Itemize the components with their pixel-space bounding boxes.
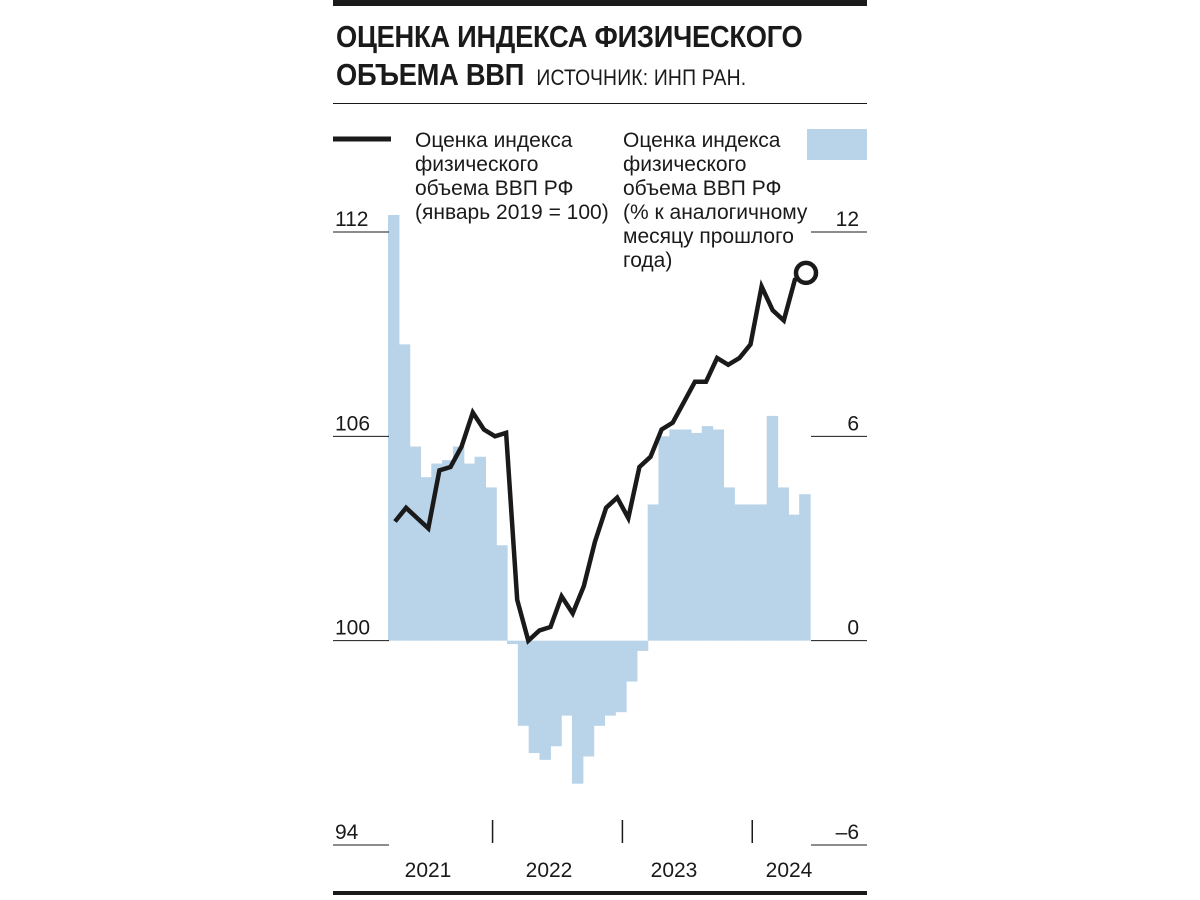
bar <box>593 640 606 726</box>
bar <box>496 545 508 641</box>
legend-line-label: физического <box>415 153 538 176</box>
legend-bar-label: месяцу прошлого <box>623 225 794 248</box>
bar <box>799 494 811 641</box>
bar <box>474 456 486 641</box>
bar <box>409 446 422 641</box>
header-rule <box>333 103 867 104</box>
bottom-rule <box>333 891 867 895</box>
bar <box>485 487 497 641</box>
title-line-2: объема ВВП <box>336 57 525 92</box>
bar <box>398 344 411 641</box>
bar <box>550 640 562 747</box>
right-tick-label: –6 <box>836 821 859 844</box>
year-label: 2023 <box>651 859 698 882</box>
bar <box>442 460 454 641</box>
bar <box>788 514 800 641</box>
left-tick-label: 94 <box>335 821 359 844</box>
bar <box>712 429 725 641</box>
chart-title: Оценка индекса физического объема ВВП Ист… <box>336 18 803 97</box>
index-line <box>393 270 808 645</box>
bar <box>507 640 519 645</box>
line-end-marker <box>793 260 819 286</box>
bar <box>604 640 616 716</box>
bar <box>766 415 779 641</box>
bar <box>539 640 551 760</box>
bar <box>582 640 595 757</box>
year-label: 2021 <box>405 859 452 882</box>
legend-bar-label: физического <box>623 153 746 176</box>
bar <box>528 640 541 754</box>
bar <box>517 640 530 726</box>
bar <box>755 504 768 641</box>
bar <box>452 446 465 641</box>
bar <box>723 487 735 641</box>
source-note: Источник: ИНП РАН. <box>536 65 747 90</box>
legend-line-label: Оценка индекса <box>415 129 573 152</box>
left-tick-label: 100 <box>335 617 370 640</box>
bar <box>388 214 400 641</box>
legend-line-label: (январь 2019 = 100) <box>415 201 609 224</box>
bar <box>420 477 432 641</box>
year-label: 2022 <box>526 859 573 882</box>
chart-frame: Оценка индекса физического объема ВВП Ист… <box>333 0 867 900</box>
bar <box>571 640 584 784</box>
title-line-1: Оценка индекса физического <box>336 19 803 54</box>
bar <box>745 504 757 641</box>
bar <box>777 487 789 641</box>
left-tick-label: 112 <box>335 208 368 231</box>
right-tick-label: 12 <box>836 208 859 231</box>
bar <box>463 463 476 641</box>
bar <box>561 640 573 716</box>
top-rule <box>333 0 867 6</box>
legend-bar-label: Оценка индекса <box>623 129 781 152</box>
left-tick-label: 106 <box>335 412 370 435</box>
legend-bar-label: объема ВВП РФ <box>623 177 781 200</box>
legend-bar-label: года) <box>623 249 672 272</box>
bar <box>626 640 638 682</box>
bar <box>615 640 627 713</box>
year-label: 2024 <box>766 859 813 882</box>
right-tick-label: 6 <box>847 412 859 435</box>
legend-bar-swatch <box>807 129 867 160</box>
bar <box>690 432 703 641</box>
bar <box>734 504 746 641</box>
bar <box>658 436 670 641</box>
right-tick-label: 0 <box>847 617 859 640</box>
bar <box>636 640 649 651</box>
bar <box>647 504 660 641</box>
bar <box>680 429 692 641</box>
legend-line-label: объема ВВП РФ <box>415 177 573 200</box>
bar <box>431 463 443 641</box>
bar <box>701 426 714 641</box>
legend-bar-label: (% к аналогичному <box>623 201 808 224</box>
bar <box>669 429 681 641</box>
